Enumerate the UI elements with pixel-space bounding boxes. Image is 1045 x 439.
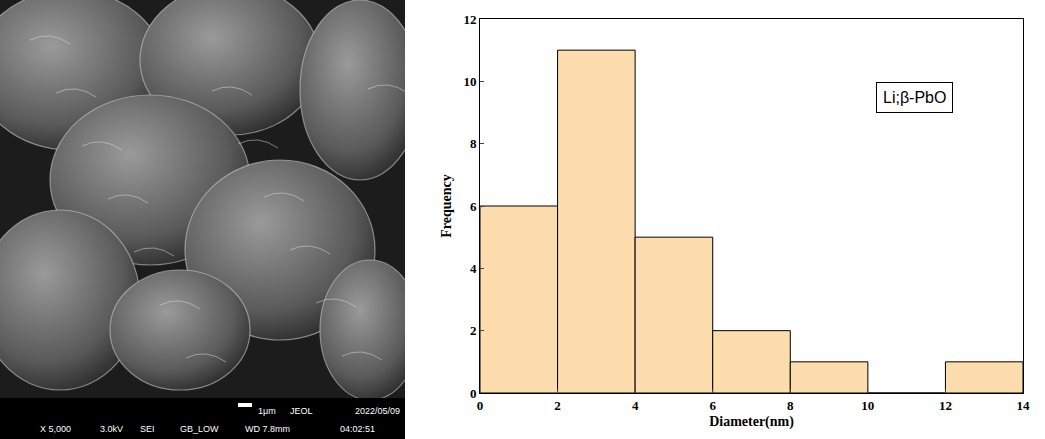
svg-text:0: 0: [477, 398, 484, 413]
svg-text:X 5,000: X 5,000: [40, 424, 71, 434]
svg-text:14: 14: [1017, 398, 1031, 413]
svg-text:2: 2: [470, 323, 477, 338]
svg-text:Li;β-PbO: Li;β-PbO: [883, 89, 946, 106]
svg-text:SEI: SEI: [140, 424, 155, 434]
svg-text:12: 12: [939, 398, 952, 413]
svg-text:4: 4: [470, 261, 477, 276]
svg-text:4: 4: [632, 398, 639, 413]
svg-text:10: 10: [861, 398, 874, 413]
svg-text:6: 6: [709, 398, 716, 413]
svg-text:1μm: 1μm: [258, 406, 276, 416]
svg-text:Diameter(nm): Diameter(nm): [709, 414, 794, 430]
svg-text:8: 8: [470, 136, 477, 151]
svg-text:6: 6: [470, 199, 477, 214]
svg-text:04:02:51: 04:02:51: [340, 424, 375, 434]
svg-text:GB_LOW: GB_LOW: [180, 424, 219, 434]
svg-text:JEOL: JEOL: [290, 406, 313, 416]
svg-text:8: 8: [787, 398, 794, 413]
svg-text:3.0kV: 3.0kV: [100, 424, 123, 434]
svg-text:12: 12: [463, 12, 476, 27]
svg-text:Frequency: Frequency: [439, 174, 454, 238]
svg-text:2: 2: [554, 398, 561, 413]
svg-text:10: 10: [463, 74, 476, 89]
svg-text:WD 7.8mm: WD 7.8mm: [245, 424, 290, 434]
svg-text:2022/05/09: 2022/05/09: [355, 406, 400, 416]
svg-text:0: 0: [470, 386, 477, 401]
